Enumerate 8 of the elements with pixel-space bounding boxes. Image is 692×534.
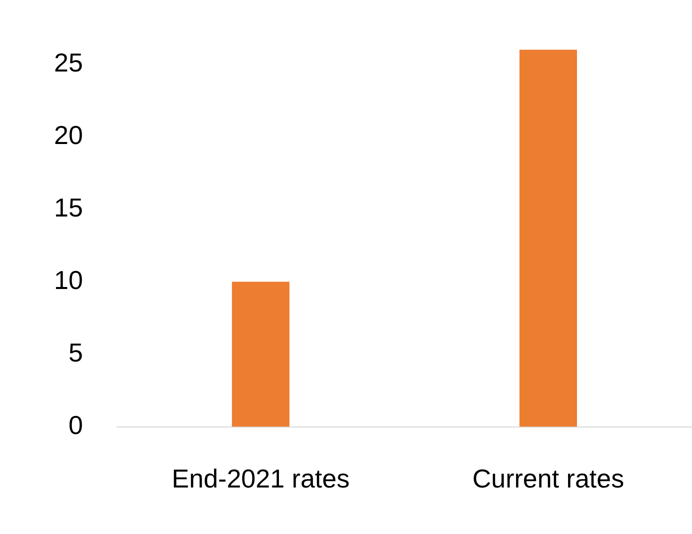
x-tick-label: Current rates <box>472 464 624 494</box>
x-tick-label: End-2021 rates <box>172 464 350 494</box>
y-tick-label: 25 <box>54 47 83 78</box>
y-tick-label: 15 <box>54 192 83 222</box>
y-tick-label: 0 <box>68 410 83 440</box>
y-tick-label: 10 <box>54 264 83 295</box>
y-tick-label: 20 <box>54 120 83 150</box>
y-tick-label: 5 <box>68 337 83 368</box>
